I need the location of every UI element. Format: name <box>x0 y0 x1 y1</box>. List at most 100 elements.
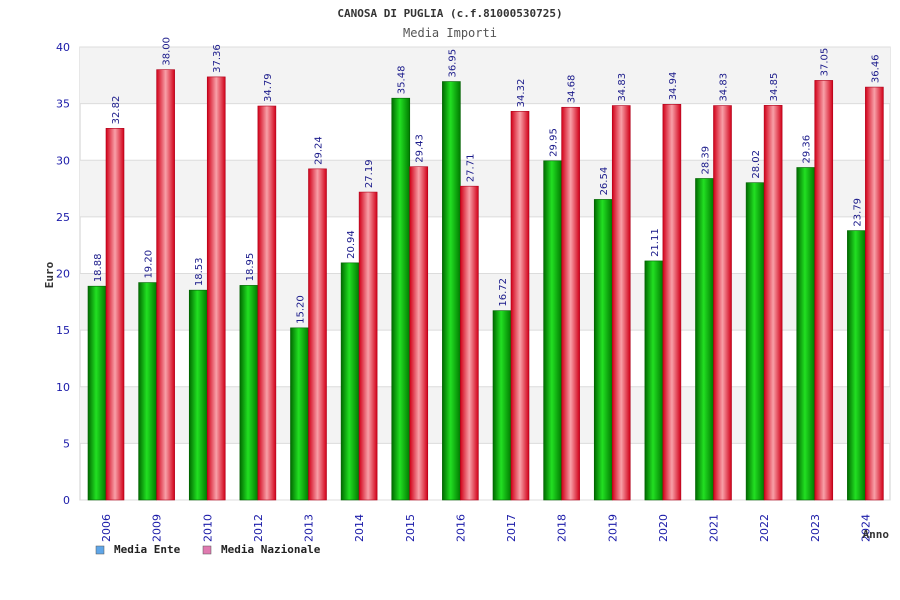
x-tick-label: 2024 <box>859 514 872 542</box>
x-tick-label: 2023 <box>809 514 822 542</box>
bar-value-label: 19.20 <box>144 250 155 279</box>
bar-nazionale <box>561 106 580 501</box>
x-tick-label: 2022 <box>758 514 771 542</box>
x-tick-label: 2010 <box>201 514 214 542</box>
bar-value-label: 36.46 <box>870 54 881 83</box>
y-tick-label: 30 <box>56 154 70 167</box>
bar-nazionale <box>814 80 834 501</box>
bar-value-label: 27.71 <box>465 154 476 183</box>
x-tick-label: 2015 <box>404 514 417 542</box>
legend-label-nazionale: Media Nazionale <box>221 543 321 556</box>
bar-nazionale <box>156 69 175 501</box>
bar-nazionale <box>865 86 884 501</box>
x-axis-label: Anno <box>863 528 890 541</box>
bar-value-label: 28.39 <box>701 146 712 175</box>
bars: 18.88 32.82 19.20 38.00 18.53 37.36 18.95 34.79… <box>87 37 884 501</box>
bar-nazionale <box>460 185 479 501</box>
legend-swatch-ente <box>95 545 105 555</box>
bar-value-label: 23.79 <box>852 198 863 227</box>
bar-ente <box>188 289 208 501</box>
bar-ente <box>87 285 107 501</box>
bar-value-label: 18.53 <box>194 258 205 287</box>
y-tick-label: 25 <box>56 211 70 224</box>
bar-value-label: 18.95 <box>245 253 256 282</box>
x-tick-label: 2012 <box>252 514 265 542</box>
y-tick-label: 40 <box>56 41 70 54</box>
chart-subtitle: Media Importi <box>403 26 497 40</box>
bar-value-label: 34.79 <box>263 73 274 102</box>
bar-ente <box>239 285 259 501</box>
bar-value-label: 27.19 <box>364 159 375 188</box>
bar-nazionale <box>308 168 327 501</box>
y-tick-label: 10 <box>56 381 70 394</box>
bar-value-label: 29.95 <box>549 128 560 157</box>
x-tick-label: 2013 <box>303 514 316 542</box>
bar-ente <box>340 262 360 501</box>
y-tick-label: 0 <box>63 494 70 507</box>
bar-nazionale <box>257 105 277 501</box>
bar-nazionale <box>105 128 125 501</box>
bar-ente <box>492 310 512 501</box>
bar-nazionale <box>409 166 429 501</box>
bar-nazionale <box>510 111 530 501</box>
x-tick-label: 2016 <box>454 514 467 542</box>
bar-value-label: 26.54 <box>599 167 610 196</box>
bar-nazionale <box>763 105 783 501</box>
y-axis-ticks: 0 5 10 15 20 25 30 35 40 <box>56 41 70 507</box>
x-tick-label: 2017 <box>505 514 518 542</box>
bar-value-label: 18.88 <box>93 254 104 283</box>
bar-value-label: 34.68 <box>567 75 578 104</box>
bar-ente <box>138 282 157 501</box>
bar-value-label: 34.83 <box>719 73 730 102</box>
bar-nazionale <box>713 105 732 501</box>
x-tick-label: 2021 <box>708 514 721 542</box>
legend: Media Ente Media Nazionale <box>95 543 321 556</box>
bar-value-label: 37.05 <box>820 48 831 77</box>
bar-value-label: 34.32 <box>516 79 527 108</box>
x-axis-ticks: 2006 2009 2010 2012 2013 2014 2015 2016 2017 2018… <box>100 514 872 542</box>
bar-ente <box>391 97 411 501</box>
x-tick-label: 2018 <box>556 514 569 542</box>
bar-ente <box>796 167 816 501</box>
bar-nazionale <box>662 104 682 501</box>
bar-value-label: 36.95 <box>447 49 458 78</box>
x-tick-label: 2020 <box>657 514 670 542</box>
x-tick-label: 2006 <box>100 514 113 542</box>
x-tick-label: 2009 <box>151 514 164 542</box>
bar-value-label: 15.20 <box>296 295 307 324</box>
bar-ente <box>442 81 461 501</box>
y-axis-label: Euro <box>43 261 56 288</box>
bar-ente <box>745 182 765 501</box>
bar-value-label: 29.43 <box>415 134 426 163</box>
bar-nazionale <box>611 105 631 501</box>
bar-ente <box>695 178 714 501</box>
bar-value-label: 16.72 <box>498 278 509 307</box>
bar-nazionale <box>358 191 378 501</box>
y-tick-label: 15 <box>56 324 70 337</box>
bar-ente <box>290 327 309 501</box>
bar-value-label: 34.85 <box>769 73 780 102</box>
y-tick-label: 5 <box>63 437 70 450</box>
bar-value-label: 21.11 <box>650 228 661 257</box>
bar-nazionale <box>206 76 226 501</box>
bar-value-label: 29.36 <box>802 135 813 164</box>
bar-value-label: 35.48 <box>397 66 408 95</box>
chart-title: CANOSA DI PUGLIA (c.f.81000530725) <box>337 7 562 20</box>
bar-ente <box>593 199 613 501</box>
legend-swatch-nazionale <box>202 545 212 555</box>
bar-value-label: 34.83 <box>617 73 628 102</box>
y-tick-label: 20 <box>56 268 70 281</box>
bar-ente <box>543 160 562 501</box>
bar-value-label: 29.24 <box>314 136 325 165</box>
y-tick-label: 35 <box>56 98 70 111</box>
legend-label-ente: Media Ente <box>114 543 181 556</box>
bar-value-label: 38.00 <box>162 37 173 66</box>
bar-value-label: 28.02 <box>751 150 762 179</box>
bar-value-label: 37.36 <box>212 44 223 73</box>
bar-value-label: 20.94 <box>346 230 357 259</box>
x-tick-label: 2014 <box>353 514 366 542</box>
bar-value-label: 32.82 <box>111 96 122 125</box>
x-tick-label: 2019 <box>606 514 619 542</box>
bar-ente <box>847 230 866 501</box>
